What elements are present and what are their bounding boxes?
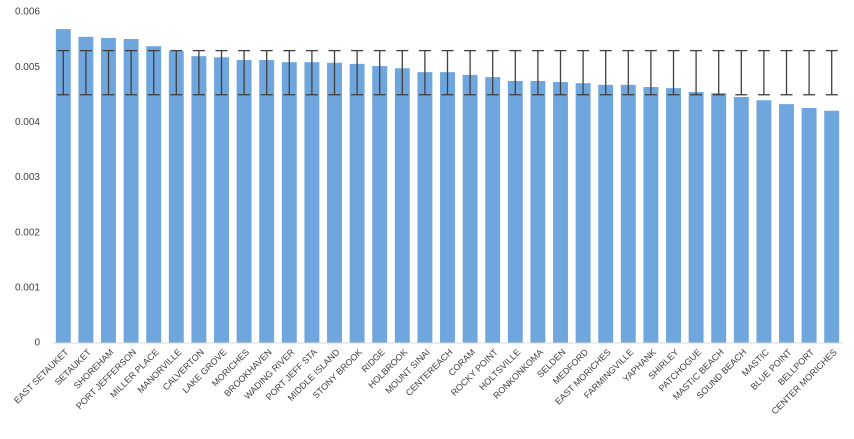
y-tick-label: 0.002: [15, 227, 40, 238]
bar: [485, 77, 501, 343]
error-bar: [79, 49, 92, 96]
error-bar: [644, 49, 657, 96]
bar: [191, 56, 207, 344]
error-bar: [667, 49, 680, 96]
error-bar: [509, 49, 522, 96]
bar: [598, 84, 614, 343]
bar: [78, 36, 94, 343]
bar: [779, 104, 794, 344]
bar: [824, 110, 840, 343]
error-bar: [825, 49, 838, 96]
bar: [146, 46, 162, 343]
error-bar: [418, 49, 431, 96]
y-tick-label: 0.006: [15, 7, 40, 18]
bar: [553, 82, 568, 343]
bar: [55, 29, 71, 344]
bar: [507, 80, 523, 343]
error-bar: [192, 49, 205, 96]
bar: [688, 91, 704, 343]
error-bar: [147, 49, 160, 96]
bar: [281, 62, 297, 344]
error-bar: [260, 49, 273, 96]
y-tick-label: 0.005: [15, 62, 40, 73]
bar: [801, 107, 817, 344]
error-bar: [531, 49, 544, 96]
error-bar: [305, 49, 318, 96]
error-bar: [757, 49, 770, 96]
bar: [440, 72, 455, 344]
bar: [214, 57, 229, 344]
bar: [643, 87, 659, 343]
error-bar: [328, 49, 341, 96]
error-bar: [57, 49, 70, 96]
bar: [462, 74, 478, 343]
bar: [733, 96, 749, 343]
y-tick-label: 0: [34, 338, 40, 349]
bar: [327, 62, 342, 344]
error-bar: [690, 49, 703, 96]
bar: [530, 80, 546, 343]
error-bar: [735, 49, 748, 96]
error-bar: [441, 49, 454, 96]
error-bar: [554, 49, 567, 96]
error-bar: [215, 49, 228, 96]
bar: [304, 62, 320, 344]
bar: [372, 66, 388, 344]
bar: [123, 39, 139, 343]
bar: [711, 93, 727, 343]
error-bar: [283, 49, 296, 96]
y-tick-label: 0.003: [15, 172, 40, 183]
error-bar: [599, 49, 612, 96]
bar: [620, 84, 636, 343]
error-bar: [464, 49, 477, 96]
error-bar: [102, 49, 115, 96]
error-bar: [373, 49, 386, 96]
error-bar: [351, 49, 364, 96]
bar: [101, 37, 116, 343]
error-bar: [396, 49, 409, 96]
bar: [394, 68, 410, 344]
bar: [756, 100, 772, 344]
bar: [666, 88, 681, 343]
bar: [575, 83, 591, 343]
error-bar: [170, 49, 183, 96]
bar: [349, 63, 365, 344]
bar: [259, 59, 275, 344]
bar: [417, 72, 433, 344]
y-tick-label: 0.001: [15, 282, 40, 293]
bar: [168, 51, 184, 343]
y-tick-label: 0.004: [15, 117, 40, 128]
error-bar: [780, 49, 793, 96]
error-bar: [712, 49, 725, 96]
bar: [236, 59, 252, 344]
error-bar: [622, 49, 635, 96]
error-bar: [486, 49, 499, 96]
error-bar: [577, 49, 590, 96]
error-bar: [238, 49, 251, 96]
error-bar: [125, 49, 138, 96]
error-bar: [803, 49, 816, 96]
